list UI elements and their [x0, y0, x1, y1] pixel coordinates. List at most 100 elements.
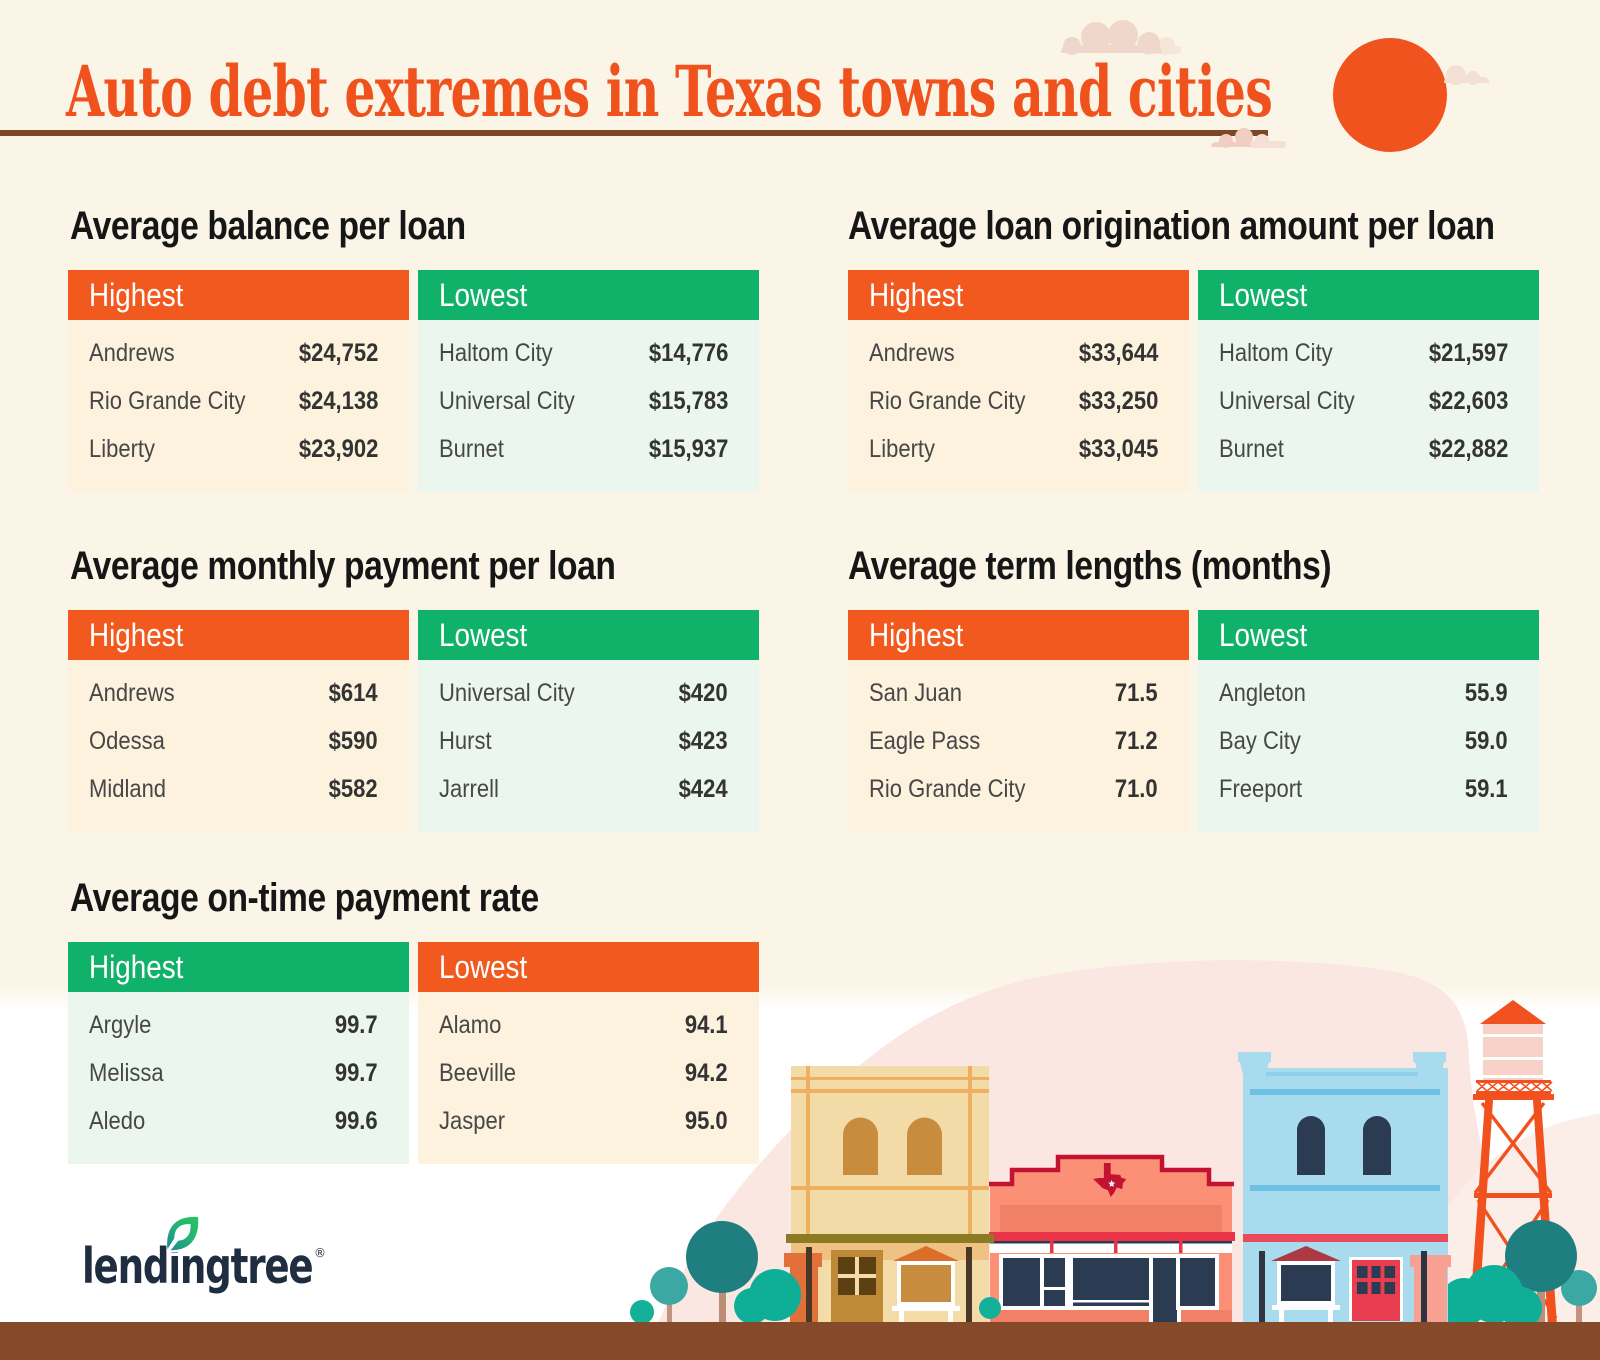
city-label: Haltom City: [1219, 338, 1333, 367]
table-row: Eagle Pass 71.2: [869, 717, 1158, 765]
city-value: $614: [329, 678, 378, 707]
table-row: Jarrell $424: [439, 765, 728, 813]
table-row: Haltom City $21,597: [1219, 329, 1508, 377]
city-value: 71.0: [1115, 774, 1158, 803]
city-label: San Juan: [869, 678, 962, 707]
table-header-label: Highest: [89, 616, 184, 653]
table-header: Lowest: [418, 942, 759, 992]
table-header-label: Lowest: [1219, 276, 1308, 313]
city-label: Universal City: [439, 678, 575, 707]
table-row: Liberty $33,045: [869, 425, 1158, 473]
city-label: Hurst: [439, 726, 492, 755]
bush-far-left: [630, 1300, 654, 1324]
table-balance-highest: Highest Andrews $24,752 Rio Grande City $2…: [68, 270, 409, 492]
table-origination-lowest: Lowest Haltom City $21,597 Universal City…: [1198, 270, 1539, 492]
table-row: Rio Grande City $24,138: [89, 377, 378, 425]
tan-door: [831, 1250, 883, 1325]
post-tan-right: [966, 1247, 972, 1325]
city-value: $420: [679, 678, 728, 707]
city-label: Alamo: [439, 1010, 502, 1039]
city-label: Burnet: [1219, 434, 1284, 463]
table-row: Jasper 95.0: [439, 1097, 728, 1145]
section-heading-term-lengths: Average term lengths (months): [848, 544, 1332, 588]
table-header-label: Highest: [869, 616, 964, 653]
city-value: $582: [329, 774, 378, 803]
table-body: San Juan 71.5 Eagle Pass 71.2 Rio Grande C…: [848, 660, 1189, 832]
table-row: Alamo 94.1: [439, 1001, 728, 1049]
table-balance-lowest: Lowest Haltom City $14,776 Universal City…: [418, 270, 759, 492]
table-term-lowest: Lowest Angleton 55.9 Bay City 59.0 Freepor…: [1198, 610, 1539, 832]
city-label: Bay City: [1219, 726, 1301, 755]
city-value: $15,783: [648, 386, 728, 415]
city-value: $23,902: [298, 434, 378, 463]
city-label: Rio Grande City: [869, 774, 1026, 803]
table-row: Hurst $423: [439, 717, 728, 765]
table-body: Haltom City $14,776 Universal City $15,783…: [418, 320, 759, 492]
table-header: Lowest: [1198, 610, 1539, 660]
table-header-label: Highest: [869, 276, 964, 313]
post-blue-right: [1421, 1251, 1427, 1325]
chimney-orange: [784, 1253, 822, 1325]
cloud-icon-top-left: [1061, 20, 1181, 55]
table-row: Midland $582: [89, 765, 378, 813]
table-body: Argyle 99.7 Melissa 99.7 Aledo 99.6: [68, 992, 409, 1164]
title-underline-rule: [0, 130, 1268, 136]
town-illustration: [0, 960, 1600, 1360]
city-value: 99.6: [335, 1106, 378, 1135]
city-label: Andrews: [89, 678, 175, 707]
city-value: 71.5: [1115, 678, 1158, 707]
table-header: Lowest: [418, 610, 759, 660]
city-value: 95.0: [685, 1106, 728, 1135]
table-row: Argyle 99.7: [89, 1001, 378, 1049]
page-title: Auto debt extremes in Texas towns and ci…: [66, 50, 1273, 133]
tree-right-small: [1561, 1270, 1597, 1325]
table-body: Andrews $33,644 Rio Grande City $33,250 Li…: [848, 320, 1189, 492]
table-origination-highest: Highest Andrews $33,644 Rio Grande City $3…: [848, 270, 1189, 492]
table-ontime-highest: Highest Argyle 99.7 Melissa 99.7 Aledo 99.6: [68, 942, 409, 1164]
table-header-label: Highest: [89, 948, 184, 985]
city-value: $24,138: [298, 386, 378, 415]
table-row: Andrews $33,644: [869, 329, 1158, 377]
cloud-icon-below-rule: [1211, 128, 1286, 148]
city-value: $22,882: [1428, 434, 1508, 463]
city-value: $24,752: [298, 338, 378, 367]
city-value: $423: [679, 726, 728, 755]
table-body: Alamo 94.1 Beeville 94.2 Jasper 95.0: [418, 992, 759, 1164]
table-header: Highest: [68, 610, 409, 660]
city-value: $21,597: [1428, 338, 1508, 367]
building-blue: [1238, 1052, 1448, 1325]
table-row: Haltom City $14,776: [439, 329, 728, 377]
city-label: Rio Grande City: [89, 386, 246, 415]
tree-left-small: [650, 1267, 688, 1325]
table-row: Beeville 94.2: [439, 1049, 728, 1097]
registered-trademark-symbol: ®: [314, 1246, 326, 1260]
city-label: Andrews: [89, 338, 175, 367]
city-value: $424: [679, 774, 728, 803]
city-value: 94.1: [685, 1010, 728, 1039]
table-row: Liberty $23,902: [89, 425, 378, 473]
table-body: Universal City $420 Hurst $423 Jarrell $424: [418, 660, 759, 832]
table-body: Andrews $614 Odessa $590 Midland $582: [68, 660, 409, 832]
table-row: Rio Grande City 71.0: [869, 765, 1158, 813]
bush-left: [734, 1269, 801, 1324]
table-body: Andrews $24,752 Rio Grande City $24,138 Li…: [68, 320, 409, 492]
table-header: Highest: [68, 942, 409, 992]
city-label: Eagle Pass: [869, 726, 981, 755]
city-value: $33,644: [1078, 338, 1158, 367]
table-header-label: Highest: [89, 276, 184, 313]
city-label: Angleton: [1219, 678, 1306, 707]
clouds-decoration: [1061, 20, 1489, 148]
city-label: Midland: [89, 774, 167, 803]
table-body: Haltom City $21,597 Universal City $22,603…: [1198, 320, 1539, 492]
section-heading-on-time-rate: Average on-time payment rate: [70, 876, 539, 920]
city-label: Beeville: [439, 1058, 517, 1087]
city-label: Liberty: [869, 434, 936, 463]
table-row: San Juan 71.5: [869, 669, 1158, 717]
table-row: Melissa 99.7: [89, 1049, 378, 1097]
table-row: Bay City 59.0: [1219, 717, 1508, 765]
city-value: 71.2: [1115, 726, 1158, 755]
table-monthly-lowest: Lowest Universal City $420 Hurst $423 Jarr…: [418, 610, 759, 832]
table-row: Andrews $24,752: [89, 329, 378, 377]
tree-left-large: [686, 1221, 758, 1325]
city-value: 59.1: [1465, 774, 1508, 803]
